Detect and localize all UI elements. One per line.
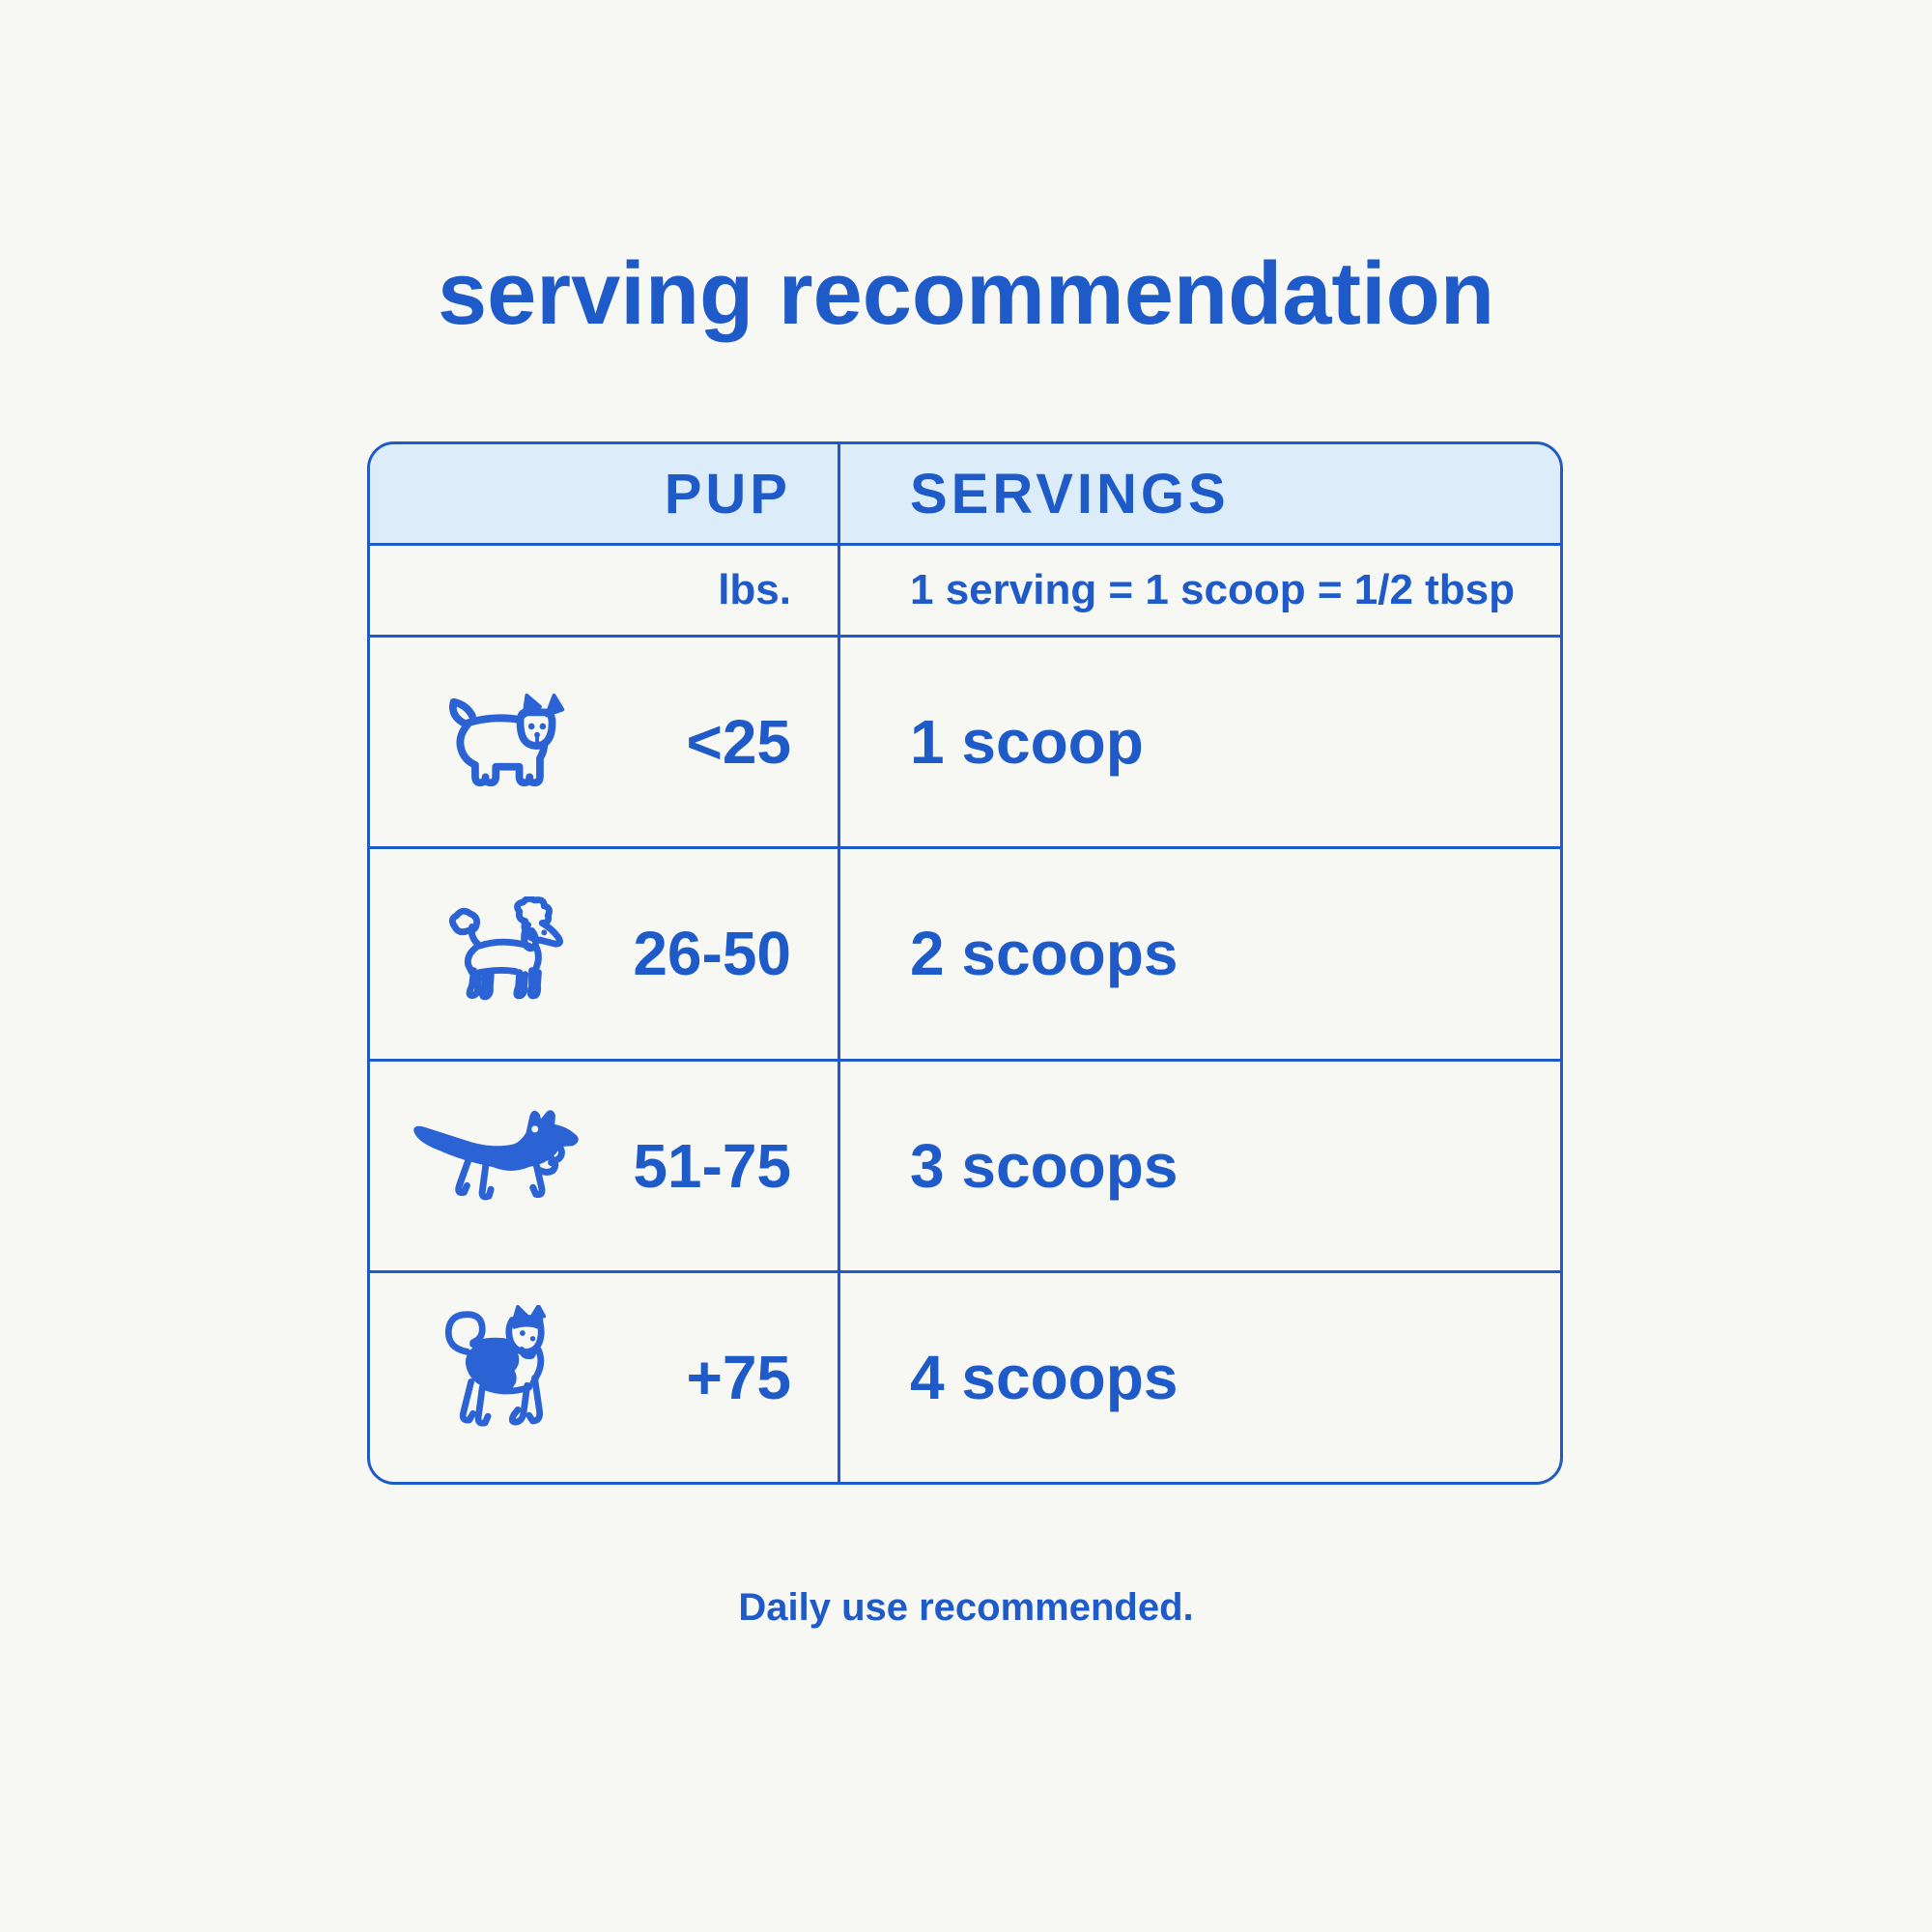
poodle-icon (401, 896, 610, 1010)
table-units-row: lbs. 1 serving = 1 scoop = 1/2 tbsp (370, 546, 1560, 638)
table-row-medium-dog: 26-50 2 scoops (370, 849, 1560, 1062)
units-cell-servings: 1 serving = 1 scoop = 1/2 tbsp (840, 546, 1560, 635)
servings-value: 2 scoops (910, 919, 1179, 989)
header-cell-pup: PUP (370, 444, 840, 543)
serving-table: PUP SERVINGS lbs. 1 serving = 1 scoop = … (367, 441, 1563, 1485)
weight-range: +75 (686, 1342, 791, 1412)
table-header-row: PUP SERVINGS (370, 444, 1560, 546)
units-pup-label: lbs. (718, 566, 791, 613)
corgi-icon (401, 693, 610, 791)
servings-cell: 4 scoops (840, 1273, 1560, 1482)
husky-icon (401, 1304, 610, 1450)
pup-cell: 26-50 (370, 849, 840, 1059)
units-cell-pup: lbs. (370, 546, 840, 635)
pup-cell: +75 (370, 1272, 840, 1482)
german-shepherd-icon (401, 1103, 610, 1228)
servings-value: 1 scoop (910, 707, 1144, 778)
weight-range: 51-75 (633, 1130, 791, 1201)
servings-value: 3 scoops (910, 1130, 1179, 1201)
weight-range: 26-50 (633, 919, 791, 989)
servings-cell: 2 scoops (840, 849, 1560, 1058)
column-header-pup: PUP (664, 462, 791, 526)
table-row-xlarge-dog: +75 4 scoops (370, 1272, 1560, 1482)
table-row-small-dog: <25 1 scoop (370, 638, 1560, 850)
weight-range: <25 (686, 707, 791, 778)
servings-value: 4 scoops (910, 1342, 1179, 1412)
column-header-servings: SERVINGS (910, 462, 1230, 526)
pup-cell: <25 (370, 638, 840, 847)
servings-cell: 1 scoop (840, 638, 1560, 846)
page-title: serving recommendation (437, 244, 1495, 343)
pup-cell: 51-75 (370, 1061, 840, 1270)
servings-cell: 3 scoops (840, 1062, 1560, 1270)
header-cell-servings: SERVINGS (840, 444, 1560, 543)
table-row-large-dog: 51-75 3 scoops (370, 1061, 1560, 1273)
footer-note: Daily use recommended. (738, 1586, 1194, 1629)
units-servings-label: 1 serving = 1 scoop = 1/2 tbsp (910, 566, 1516, 613)
